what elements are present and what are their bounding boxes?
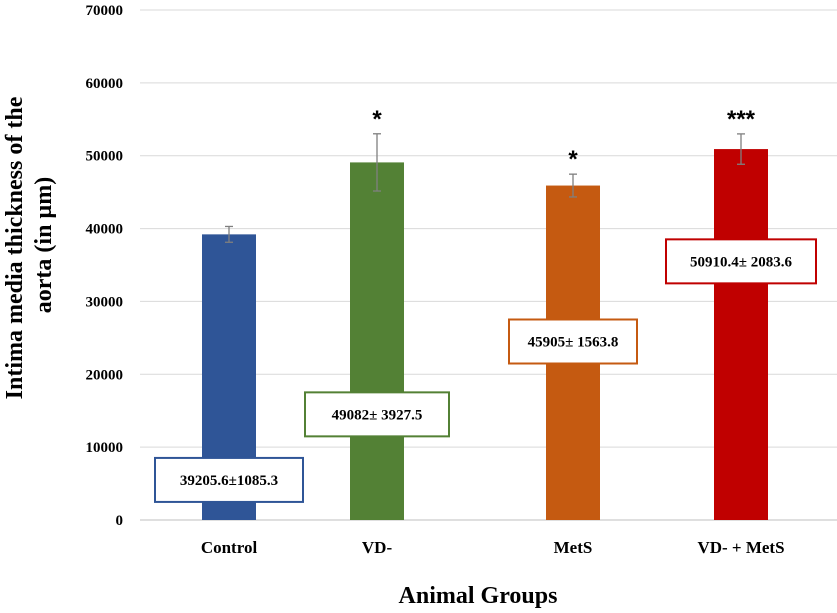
y-axis-title-line-2: aorta (in µm) xyxy=(31,177,57,313)
x-category-label-0: Control xyxy=(201,538,258,557)
data-label-box-2 xyxy=(508,318,638,365)
bar-3 xyxy=(714,149,768,521)
y-tick-label: 60000 xyxy=(86,76,124,92)
data-label-box-3 xyxy=(665,238,817,285)
data-labels: 39205.6±1085.3 49082± 3927.5 45905± 1563.8… xyxy=(154,238,817,503)
y-axis-ticks: 0 10000 20000 30000 40000 50000 60000 70000 xyxy=(86,3,124,529)
data-label-0: 39205.6±1085.3 xyxy=(180,473,278,489)
data-label-box-0 xyxy=(154,456,304,503)
y-tick-label: 40000 xyxy=(86,222,124,238)
data-label-1: 49082± 3927.5 xyxy=(332,407,423,423)
data-label-box-1 xyxy=(304,391,450,438)
data-label-2: 45905± 1563.8 xyxy=(528,335,619,351)
y-tick-label: 70000 xyxy=(86,3,124,19)
y-axis-title: Intima media thickness of the aorta (in … xyxy=(2,91,57,400)
significance-marker-1: * xyxy=(372,106,382,133)
y-tick-label: 0 xyxy=(116,513,124,529)
x-category-label-1: VD- xyxy=(362,538,393,557)
y-tick-label: 50000 xyxy=(86,149,124,165)
y-tick-label: 20000 xyxy=(86,367,124,383)
data-label-3: 50910.4± 2083.6 xyxy=(690,254,792,270)
significance-marker-3: *** xyxy=(727,106,756,133)
x-axis-categories: Control VD- MetS VD- + MetS xyxy=(201,538,785,557)
y-axis-title-line-1: Intima media thickness of the xyxy=(2,96,28,399)
significance-marker-2: * xyxy=(568,146,578,173)
x-axis-title: Animal Groups xyxy=(399,583,558,609)
gridlines xyxy=(140,9,837,521)
bar-1 xyxy=(350,162,404,520)
x-category-label-3: VD- + MetS xyxy=(697,538,784,557)
x-category-label-2: MetS xyxy=(554,538,593,557)
y-tick-label: 30000 xyxy=(86,294,124,310)
y-tick-label: 10000 xyxy=(86,440,124,456)
